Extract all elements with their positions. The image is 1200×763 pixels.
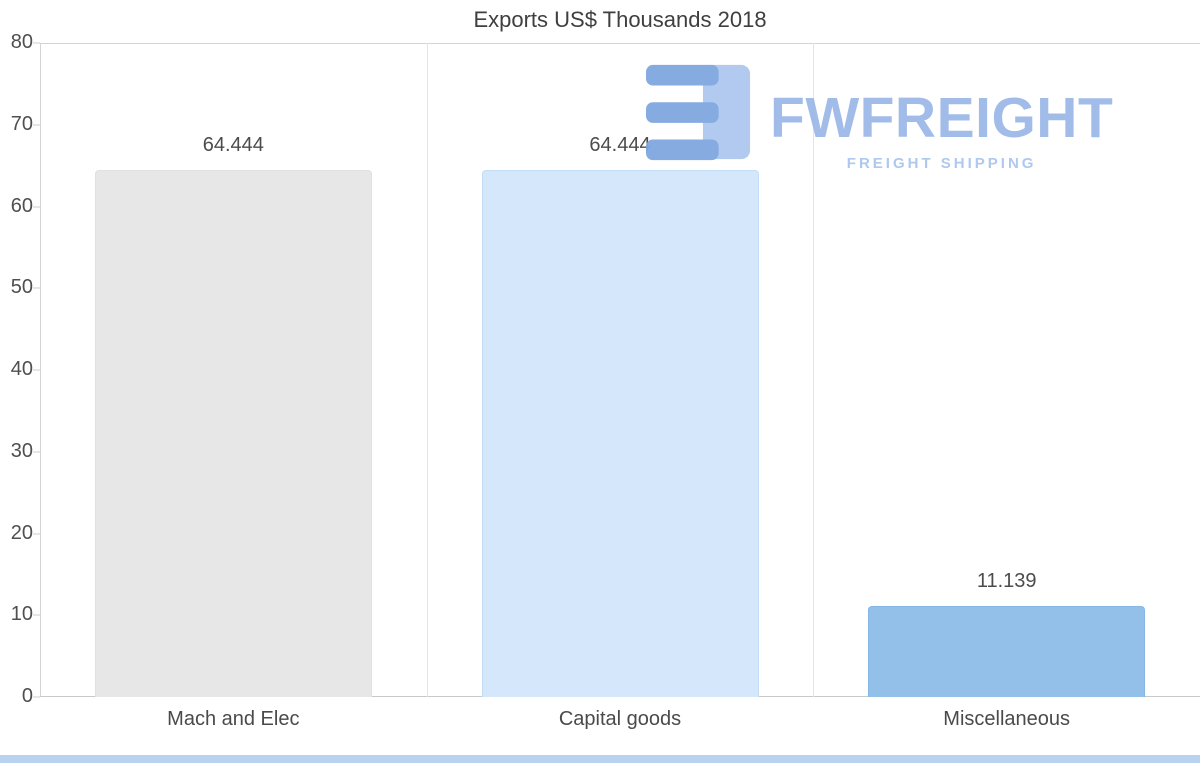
bar[interactable] [868, 605, 1146, 697]
category-separator [813, 43, 815, 697]
watermark-brand: FWFREIGHT [770, 86, 1114, 150]
value-label: 64.444 [202, 134, 264, 157]
y-tick-mark [33, 614, 40, 616]
y-tick-mark [33, 206, 40, 207]
bar[interactable] [481, 170, 759, 697]
y-tick-label: 80 [10, 31, 33, 54]
y-tick-mark [33, 696, 40, 698]
logo-spine-shape [702, 64, 751, 160]
value-label: 11.139 [976, 569, 1037, 592]
y-tick-mark [33, 451, 40, 453]
y-tick-mark [33, 124, 40, 126]
chart-title: Exports US$ Thousands 2018 [473, 7, 767, 32]
value-label: 64.444 [589, 134, 651, 157]
y-tick-mark [33, 42, 40, 44]
logo-middle-bar-shape [646, 102, 719, 123]
watermark: FWFREIGHT FREIGHT SHIPPING [646, 64, 1113, 172]
watermark-text: FWFREIGHT FREIGHT SHIPPING [770, 86, 1114, 173]
bottom-strip [0, 755, 1200, 763]
y-tick-label: 0 [21, 685, 33, 708]
logo-top-bar-shape [646, 64, 719, 86]
y-tick-label: 30 [10, 439, 33, 462]
category-label: Mach and Elec [167, 708, 300, 730]
y-tick-mark [33, 369, 40, 371]
category-separator [426, 43, 428, 697]
y-tick-label: 60 [10, 194, 33, 217]
y-tick-label: 50 [10, 276, 33, 299]
bar[interactable] [94, 170, 372, 697]
category-label: Capital goods [558, 708, 682, 730]
y-tick-label: 20 [10, 521, 33, 544]
fwfreight-logo-icon [646, 64, 751, 161]
y-tick-label: 10 [10, 603, 33, 626]
y-tick-mark [33, 533, 40, 534]
watermark-tagline: FREIGHT SHIPPING [846, 155, 1037, 172]
category-label: Miscellaneous [943, 708, 1071, 730]
logo-bottom-bar-shape [646, 139, 719, 161]
y-tick-label: 70 [10, 112, 33, 135]
y-tick-label: 40 [10, 358, 33, 381]
y-tick-mark [33, 287, 40, 289]
